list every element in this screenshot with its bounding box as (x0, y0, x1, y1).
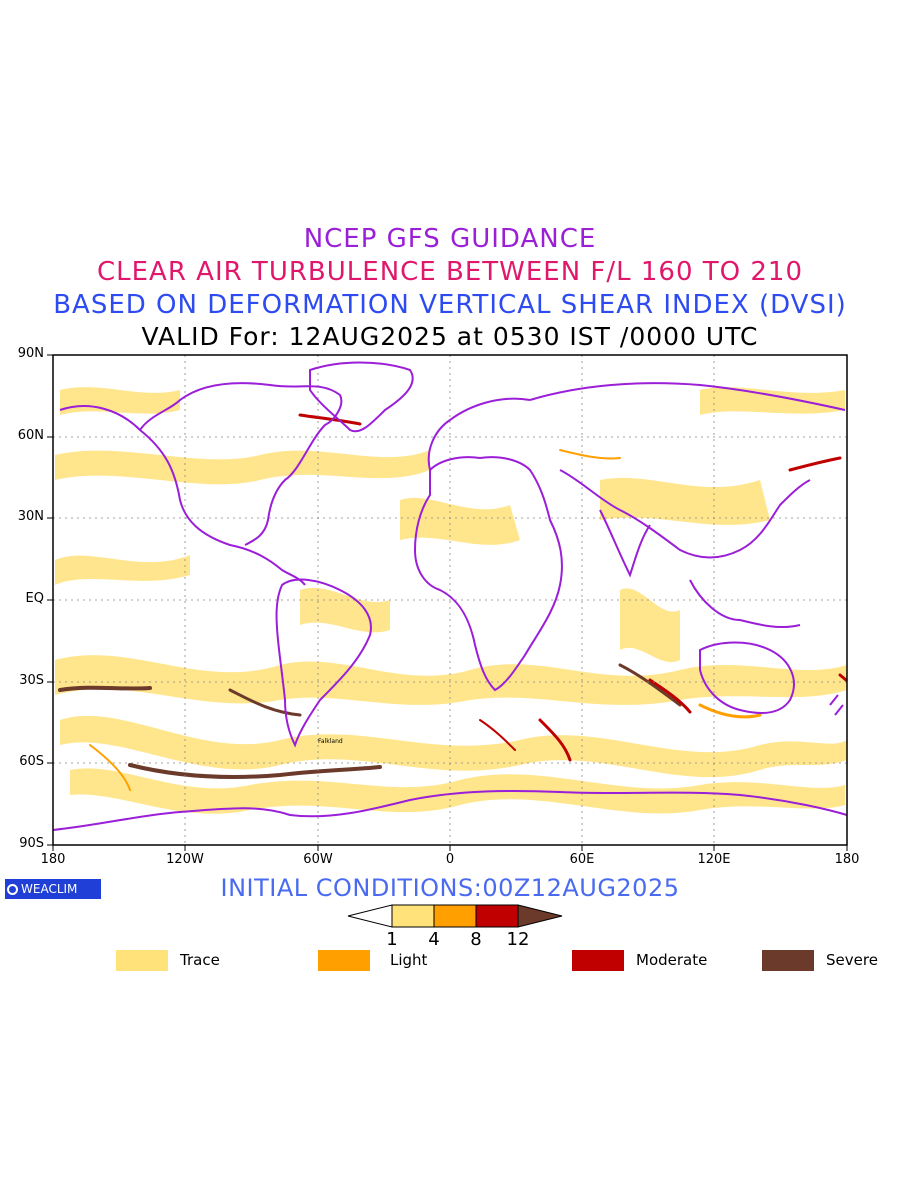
legend-label-trace: Trace (180, 951, 220, 969)
lat-label-eq: EQ (25, 591, 44, 606)
turbulence-strong-areas (58, 413, 848, 791)
title-valid-time: VALID For: 12AUG2025 at 0530 IST /0000 U… (141, 322, 759, 351)
logo-text: WEACLIM (21, 882, 78, 896)
lat-label-90n: 90N (17, 346, 44, 361)
lon-label-120w: 120W (166, 852, 204, 867)
lon-label-60e: 60E (569, 852, 595, 867)
copyright-icon (7, 883, 18, 895)
colorbar-tick-1: 1 (386, 929, 398, 950)
colorbar-trace (391, 904, 435, 928)
legend-swatch-light (318, 950, 370, 971)
title-ncep-gfs: NCEP GFS GUIDANCE (303, 224, 597, 254)
falkland-label: Falkland (318, 738, 343, 745)
legend-label-moderate: Moderate (636, 951, 708, 969)
lon-label-180e: 180 (834, 852, 860, 867)
lat-label-30n: 30N (17, 509, 44, 524)
colorbar (347, 904, 563, 928)
lat-label-60s: 60S (19, 754, 44, 769)
title-dvsi-basis: BASED ON DEFORMATION VERTICAL SHEAR INDE… (53, 290, 847, 320)
colorbar-moderate (475, 904, 519, 928)
lat-label-30s: 30S (19, 673, 44, 688)
colorbar-severe (517, 904, 563, 928)
legend-swatch-moderate (572, 950, 624, 971)
graticule (53, 355, 847, 845)
title-clear-air-turbulence: CLEAR AIR TURBULENCE BETWEEN F/L 160 TO … (96, 257, 804, 287)
colorbar-tick-12: 12 (506, 929, 530, 950)
lon-label-180w: 180 (40, 852, 66, 867)
weaclim-logo: WEACLIM (5, 879, 101, 899)
colorbar-light (433, 904, 477, 928)
turbulence-trace-areas (55, 387, 847, 814)
axis-ticks (47, 354, 848, 851)
initial-conditions: INITIAL CONDITIONS:00Z12AUG2025 (220, 874, 680, 902)
colorbar-tick-8: 8 (470, 929, 482, 950)
lon-label-0: 0 (445, 852, 455, 867)
colorbar-under (347, 904, 393, 928)
legend-swatch-trace (116, 950, 168, 971)
lat-label-60n: 60N (17, 428, 44, 443)
lon-label-120e: 120E (697, 852, 731, 867)
coastlines (52, 361, 848, 831)
lon-label-60w: 60W (303, 852, 333, 867)
legend-label-severe: Severe (826, 951, 878, 969)
lat-label-90s: 90S (19, 836, 44, 851)
colorbar-tick-4: 4 (428, 929, 440, 950)
legend-swatch-severe (762, 950, 814, 971)
legend-label-light: Light (390, 951, 428, 969)
